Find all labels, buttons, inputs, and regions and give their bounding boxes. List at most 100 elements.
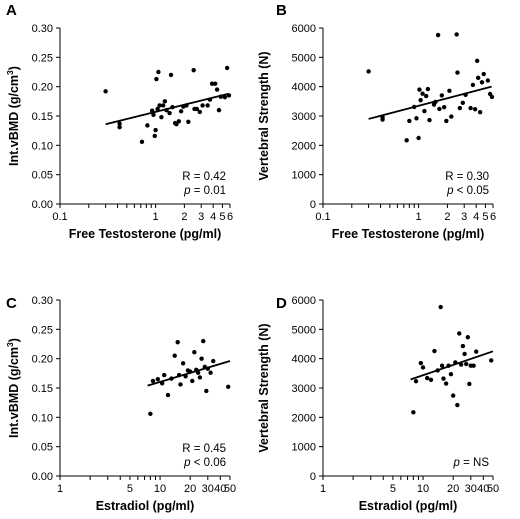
x-tick-label: 50	[224, 483, 236, 495]
x-tick-label: 6	[227, 211, 233, 223]
x-axis-title: Estradiol (pg/ml)	[96, 499, 195, 513]
data-point	[435, 32, 441, 38]
data-point	[465, 335, 471, 340]
data-point	[407, 118, 412, 124]
y-tick-label: 0.00	[32, 199, 53, 211]
stat-annotation: p < 0.05	[446, 185, 489, 197]
data-point	[214, 87, 220, 92]
x-tick-label: 1	[57, 483, 63, 495]
y-tick-label: 0.15	[32, 111, 53, 123]
panel-letter: C	[6, 295, 17, 312]
data-point	[443, 381, 449, 386]
data-point	[439, 93, 445, 98]
data-point	[437, 106, 442, 112]
stat-operator: <	[454, 185, 467, 197]
stat-operator: =	[191, 171, 204, 183]
data-point	[420, 365, 426, 370]
x-tick-label: 0.1	[315, 211, 330, 223]
y-tick-label: 0.25	[32, 52, 53, 64]
y-axis-title-main: Int.vBMD (g/cm	[7, 75, 21, 166]
x-tick-label: 5	[482, 211, 488, 223]
y-tick-label: 6000	[292, 23, 316, 35]
stat-value: 0.06	[204, 457, 226, 469]
data-point	[380, 117, 385, 122]
data-point	[450, 393, 456, 398]
x-tick-label: 1	[416, 211, 422, 223]
data-point	[167, 110, 172, 116]
data-point	[153, 127, 158, 133]
y-tick-label: 5000	[292, 52, 316, 64]
data-point	[411, 410, 416, 415]
data-point	[178, 109, 184, 114]
y-tick-label: 0.30	[32, 23, 53, 35]
data-point	[155, 106, 160, 112]
data-point	[464, 361, 469, 367]
data-point	[186, 119, 191, 125]
data-point	[150, 378, 156, 384]
data-point	[474, 58, 480, 64]
data-point	[152, 133, 157, 139]
x-tick-label: 2	[181, 211, 187, 223]
x-tick-label: 20	[447, 483, 459, 495]
x-tick-label: 2	[444, 211, 450, 223]
stat-operator: =	[460, 457, 473, 469]
data-point	[428, 377, 434, 382]
stat-value: 0.01	[204, 185, 226, 197]
data-point	[117, 121, 122, 126]
data-point	[455, 70, 460, 75]
y-axis-title-main: Int.vBMD (g/cm	[7, 347, 21, 438]
data-point	[489, 358, 494, 363]
x-axis-title: Free Testosterone (pg/ml)	[332, 227, 485, 241]
data-point	[208, 370, 213, 375]
data-point	[151, 112, 156, 118]
y-tick-label: 3000	[292, 111, 316, 123]
data-point	[180, 361, 186, 366]
stat-label: R	[445, 171, 453, 183]
data-point	[438, 304, 443, 310]
data-point	[154, 76, 159, 82]
x-axis-title: Free Testosterone (pg/ml)	[69, 227, 222, 241]
data-point	[485, 78, 491, 83]
data-point	[457, 105, 463, 111]
y-tick-label: 2000	[292, 412, 316, 424]
y-tick-label: 0.05	[32, 170, 53, 182]
x-tick-label: 6	[490, 211, 496, 223]
y-tick-label: 3000	[292, 383, 316, 395]
y-tick-label: 0.10	[32, 140, 53, 152]
trend-line	[105, 92, 229, 126]
data-point	[139, 139, 145, 145]
data-point	[175, 340, 180, 345]
data-point	[178, 382, 183, 387]
data-point	[145, 123, 150, 128]
panel-letter: A	[6, 2, 17, 19]
x-tick-label: 3	[198, 211, 204, 223]
trend-line	[368, 85, 492, 120]
x-tick-label: 50	[487, 483, 499, 495]
stat-operator: =	[191, 185, 204, 197]
x-tick-label: 10	[154, 483, 166, 495]
data-point	[455, 402, 460, 408]
y-axis-title-superscript: 3	[5, 70, 15, 75]
stat-annotation: R = 0.30	[445, 171, 489, 183]
data-point	[467, 381, 472, 387]
data-point	[148, 411, 153, 417]
chart-panel-b: B 0 1000 2000 3000 4000 5000 6000 0.1 1 2 3 4 5 6 Free …	[257, 2, 496, 241]
data-point	[462, 351, 467, 357]
x-tick-label: 30	[202, 483, 214, 495]
data-point	[441, 376, 446, 381]
data-point	[477, 109, 483, 115]
data-point	[205, 103, 210, 108]
stat-value: 0.45	[204, 443, 226, 455]
x-tick-label: 30	[465, 483, 477, 495]
data-point	[165, 392, 171, 398]
data-point	[460, 100, 466, 106]
data-point	[471, 363, 476, 368]
panel-letter: D	[276, 295, 287, 312]
data-point	[425, 86, 431, 92]
data-point	[159, 114, 164, 120]
data-point	[460, 343, 466, 349]
y-tick-label: 4000	[292, 354, 316, 366]
stat-annotation: R = 0.42	[182, 171, 226, 183]
data-point	[470, 82, 476, 88]
